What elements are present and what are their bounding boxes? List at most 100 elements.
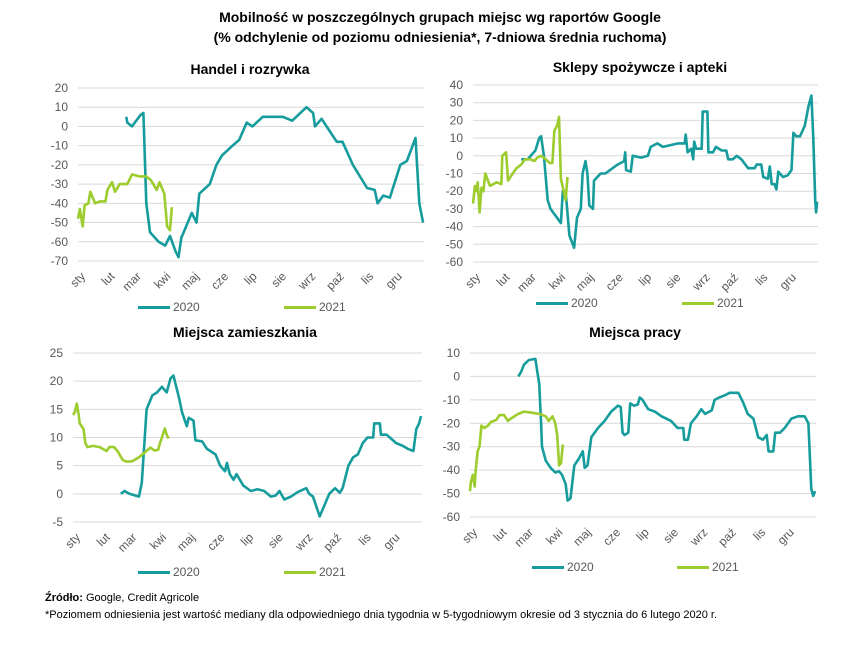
y-tick-label: 40: [450, 78, 464, 92]
legend-label: 2021: [319, 300, 346, 314]
x-tick-label: lis: [358, 269, 376, 287]
series-line-2021: [71, 402, 170, 464]
x-tick-label: paź: [715, 525, 739, 549]
y-tick-label: -10: [443, 393, 461, 407]
x-tick-label: mar: [512, 525, 537, 550]
chart-title-retail: Handel i rozrywka: [190, 61, 310, 77]
series-line-2020: [517, 357, 817, 502]
legend-swatch-2021: [284, 305, 316, 309]
x-tick-label: mar: [120, 269, 145, 294]
source-note: Źródło: Google, Credit Agricole: [45, 592, 199, 604]
legend-2020: 2020: [138, 565, 200, 579]
x-tick-label: lut: [94, 530, 113, 549]
chart-title-residential: Miejsca zamieszkania: [173, 324, 317, 340]
series-line-2021: [76, 173, 174, 232]
legend-label: 2021: [712, 560, 739, 574]
x-tick-label: lis: [356, 530, 374, 548]
legend-swatch-2021: [284, 570, 316, 574]
y-tick-label: -40: [443, 463, 461, 477]
x-tick-label: kwi: [546, 270, 568, 292]
y-tick-label: -30: [51, 177, 69, 191]
x-tick-label: cze: [603, 270, 626, 293]
legend-2021: 2021: [677, 560, 739, 574]
y-tick-label: -10: [51, 139, 69, 153]
y-tick-label: 10: [450, 131, 464, 145]
y-tick-label: -50: [443, 487, 461, 501]
y-tick-label: 0: [453, 369, 460, 383]
y-tick-label: -5: [52, 515, 63, 529]
x-tick-label: sty: [459, 525, 480, 546]
y-tick-label: 0: [456, 149, 463, 163]
legend-label: 2020: [567, 560, 594, 574]
x-tick-label: maj: [178, 269, 202, 293]
x-tick-label: cze: [204, 530, 227, 553]
y-tick-label: -30: [446, 202, 464, 216]
x-tick-label: lis: [753, 270, 771, 288]
source-label: Źródło:: [45, 592, 83, 604]
footnote: *Poziomem odniesienia jest wartość media…: [45, 609, 718, 621]
x-tick-label: lut: [494, 270, 513, 289]
y-tick-label: -10: [446, 167, 464, 181]
y-tick-label: -50: [446, 237, 464, 251]
x-tick-label: kwi: [543, 525, 565, 547]
chart-title-workplaces: Miejsca pracy: [589, 324, 681, 340]
y-tick-label: 25: [50, 346, 64, 360]
x-tick-label: lis: [750, 525, 768, 543]
x-tick-label: sie: [268, 269, 289, 290]
x-tick-label: maj: [174, 530, 198, 554]
series-line-2021: [471, 115, 569, 214]
legend-2020: 2020: [532, 560, 594, 574]
y-tick-label: 0: [56, 487, 63, 501]
x-tick-label: cze: [600, 525, 623, 548]
x-tick-label: maj: [570, 525, 594, 549]
y-tick-label: -30: [443, 440, 461, 454]
x-tick-label: wrz: [292, 530, 316, 554]
y-tick-label: 0: [61, 119, 68, 133]
x-tick-label: kwi: [147, 530, 169, 552]
y-tick-label: -20: [446, 184, 464, 198]
legend-label: 2020: [173, 565, 200, 579]
y-tick-label: -60: [443, 510, 461, 524]
x-tick-label: kwi: [151, 269, 173, 291]
legend-2021: 2021: [284, 565, 346, 579]
x-tick-label: mar: [115, 530, 140, 555]
y-tick-label: -40: [51, 196, 69, 210]
legend-swatch-2021: [677, 565, 709, 569]
x-tick-label: mar: [514, 270, 539, 295]
legend-swatch-2020: [138, 570, 170, 574]
x-tick-label: lut: [491, 525, 510, 544]
legend-2021: 2021: [284, 300, 346, 314]
chart-title-grocery: Sklepy spożywcze i apteki: [552, 59, 728, 75]
y-tick-label: 5: [56, 459, 63, 473]
x-tick-label: gru: [777, 270, 799, 292]
legend-label: 2020: [173, 300, 200, 314]
legend-swatch-2020: [138, 305, 170, 309]
y-tick-label: 10: [50, 431, 64, 445]
x-tick-label: gru: [775, 525, 797, 547]
legend-label: 2021: [717, 296, 744, 310]
x-tick-label: lip: [636, 270, 655, 289]
y-tick-label: -60: [446, 255, 464, 269]
x-tick-label: paź: [718, 270, 742, 294]
x-tick-label: gru: [380, 530, 402, 552]
x-tick-label: wrz: [687, 525, 711, 549]
legend-label: 2020: [571, 296, 598, 310]
y-tick-label: 20: [50, 374, 64, 388]
x-tick-label: lip: [241, 269, 260, 288]
x-tick-label: gru: [383, 269, 405, 291]
x-tick-label: paź: [323, 269, 347, 293]
series-line-2020: [125, 105, 425, 259]
x-tick-label: sty: [62, 530, 83, 551]
y-tick-label: -60: [51, 235, 69, 249]
x-tick-label: sie: [663, 270, 684, 291]
legend-swatch-2021: [682, 301, 714, 305]
x-tick-label: cze: [208, 269, 231, 292]
y-tick-label: -40: [446, 220, 464, 234]
y-tick-label: 20: [55, 81, 69, 95]
x-tick-label: sty: [462, 270, 483, 291]
main-subtitle: (% odchylenie od poziomu odniesienia*, 7…: [213, 29, 667, 45]
legend-2020: 2020: [138, 300, 200, 314]
series-line-2021: [468, 410, 565, 492]
y-tick-label: -20: [443, 416, 461, 430]
legend-2021: 2021: [682, 296, 744, 310]
